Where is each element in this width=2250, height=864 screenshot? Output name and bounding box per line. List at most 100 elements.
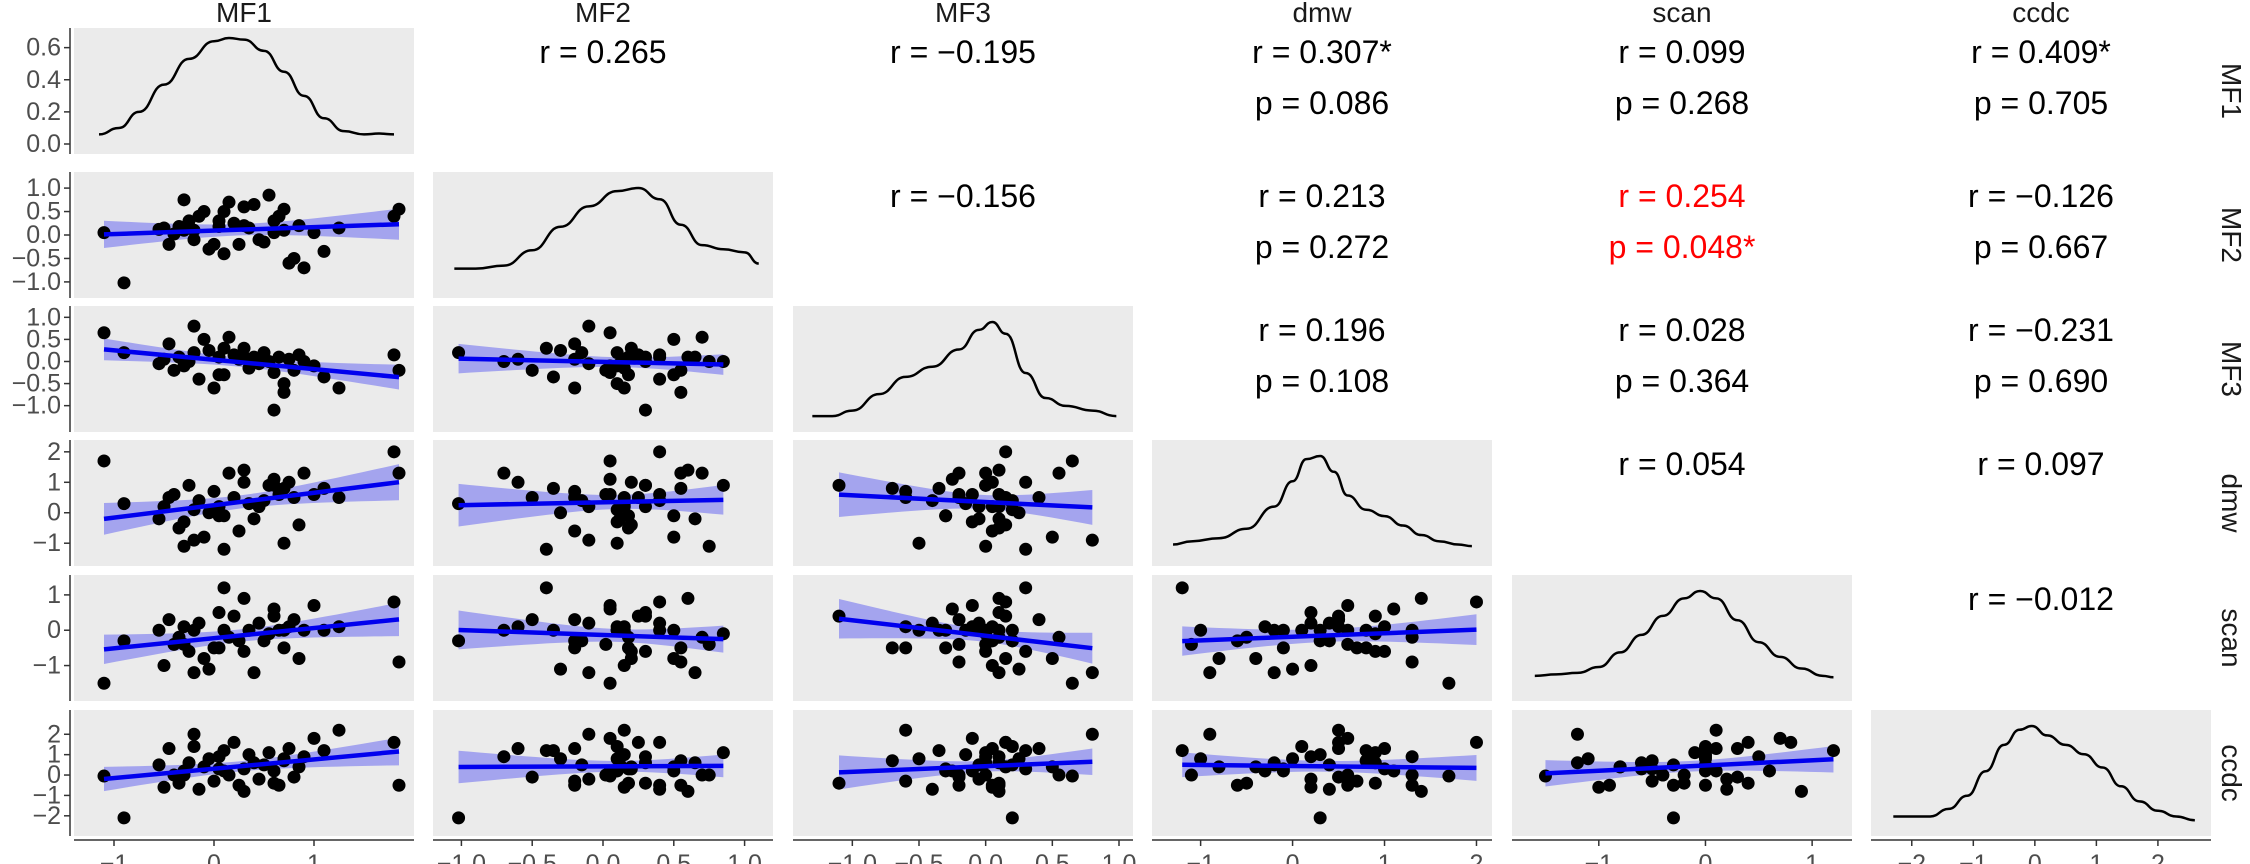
scatter-point <box>603 598 617 612</box>
scatter-point <box>187 319 201 333</box>
scatter-point <box>152 758 166 772</box>
scatter-point <box>192 616 206 630</box>
scatter-point <box>603 731 617 745</box>
scatter-point <box>392 778 406 792</box>
fit-line-ccdc-MF1 <box>103 749 400 782</box>
corr-label-MF1-scan: p = 0.268 <box>1615 85 1749 121</box>
x-tick-label-MF3: 1.0 <box>1102 850 1137 864</box>
x-tick-label-MF1: 0 <box>207 850 221 864</box>
scatter-point <box>267 764 281 778</box>
corr-label-MF1-MF3: r = −0.195 <box>890 34 1036 70</box>
scatter-point <box>638 776 652 790</box>
scatter-point <box>681 463 695 477</box>
scatter-point <box>885 641 899 655</box>
scatter-point <box>187 666 201 680</box>
scatter-point <box>554 506 568 520</box>
scatter-points-MF3-MF1 <box>97 319 406 417</box>
scatter-point <box>1677 768 1691 782</box>
scatter-point <box>912 536 926 550</box>
fit-line-dmw-MF2 <box>458 497 724 508</box>
scatter-point <box>1666 778 1680 792</box>
scatter-point <box>1405 778 1419 792</box>
scatter-point <box>1414 784 1428 798</box>
x-tick-label-MF3: −1.0 <box>828 850 877 864</box>
y-tick-label-dmw: 2 <box>47 438 61 466</box>
scatter-point <box>187 533 201 547</box>
scatter-point <box>688 666 702 680</box>
scatter-point <box>1304 772 1318 786</box>
y-tick-label-dmw: 1 <box>47 468 61 496</box>
scatter-point <box>1341 778 1355 792</box>
fit-line-MF2-MF1 <box>103 221 400 237</box>
scatter-point <box>965 731 979 745</box>
strip-label-top-MF1: MF1 <box>216 0 272 28</box>
scatter-point <box>177 193 191 207</box>
y-tick-label-MF1: 0.2 <box>26 98 61 126</box>
scatter-point <box>546 370 560 384</box>
scatter-point <box>1045 530 1059 544</box>
scatter-point <box>272 350 286 364</box>
scatter-point <box>702 637 716 651</box>
scatter-point <box>1212 651 1226 665</box>
scatter-point <box>282 475 296 489</box>
strip-label-right-ccdc: ccdc <box>2216 744 2247 802</box>
scatter-point <box>992 591 1006 605</box>
scatter-point <box>1666 811 1680 825</box>
scatter-point <box>979 750 993 764</box>
scatter-point <box>277 641 291 655</box>
scatter-point <box>207 381 221 395</box>
scatter-point <box>945 602 959 616</box>
scatter-point <box>1442 676 1456 690</box>
scatter-point <box>267 478 281 492</box>
x-tick-label-MF2: 1.0 <box>727 850 762 864</box>
scatter-point <box>525 363 539 377</box>
scatter-point <box>292 518 306 532</box>
scatter-point <box>1378 644 1392 658</box>
x-tick-label-ccdc: 2 <box>2151 850 2165 864</box>
scatter-point <box>999 445 1013 459</box>
scatter-point <box>497 750 511 764</box>
scatter-point <box>237 200 251 214</box>
scatter-point <box>1203 727 1217 741</box>
y-tick-label-MF2: 0.5 <box>26 198 61 226</box>
scatter-point <box>925 782 939 796</box>
scatter-point <box>217 509 231 523</box>
scatter-point <box>939 641 953 655</box>
scatter-point <box>1019 475 1033 489</box>
scatter-point <box>667 509 681 523</box>
scatter-point <box>332 491 346 505</box>
scatter-point <box>1378 620 1392 634</box>
scatter-point <box>1322 782 1336 796</box>
fit-line-scan-MF3 <box>838 616 1093 651</box>
scatter-point <box>932 481 946 495</box>
scatter-point <box>603 454 617 468</box>
y-tick-label-MF2: −0.5 <box>12 244 61 272</box>
y-tick-label-ccdc: −1 <box>32 781 61 809</box>
scatter-point <box>638 609 652 623</box>
scatter-point <box>1752 750 1766 764</box>
density-curve-scan <box>1534 589 1834 679</box>
scatter-point <box>1258 620 1272 634</box>
scatter-point <box>262 746 276 760</box>
scatter-point <box>117 276 131 290</box>
scatter-point <box>192 782 206 796</box>
scatter-point <box>1032 613 1046 627</box>
scatter-points-ccdc-MF2 <box>452 723 730 825</box>
scatter-point <box>674 641 688 655</box>
scatter-point <box>387 348 401 362</box>
scatter-point <box>1332 723 1346 737</box>
x-tick-label-scan: 1 <box>1805 850 1819 864</box>
scatter-point <box>202 752 216 766</box>
scatter-point <box>965 515 979 529</box>
scatter-point <box>1581 752 1595 766</box>
scatter-point <box>1045 651 1059 665</box>
strip-label-right-scan: scan <box>2216 608 2247 667</box>
scatter-point <box>217 247 231 261</box>
scatter-point <box>638 478 652 492</box>
scatter-point <box>202 343 216 357</box>
scatter-point <box>695 330 709 344</box>
scatter-point <box>1469 595 1483 609</box>
scatter-point <box>1730 742 1744 756</box>
corr-label-MF1-ccdc: r = 0.409* <box>1971 34 2111 70</box>
scatter-point <box>511 742 525 756</box>
